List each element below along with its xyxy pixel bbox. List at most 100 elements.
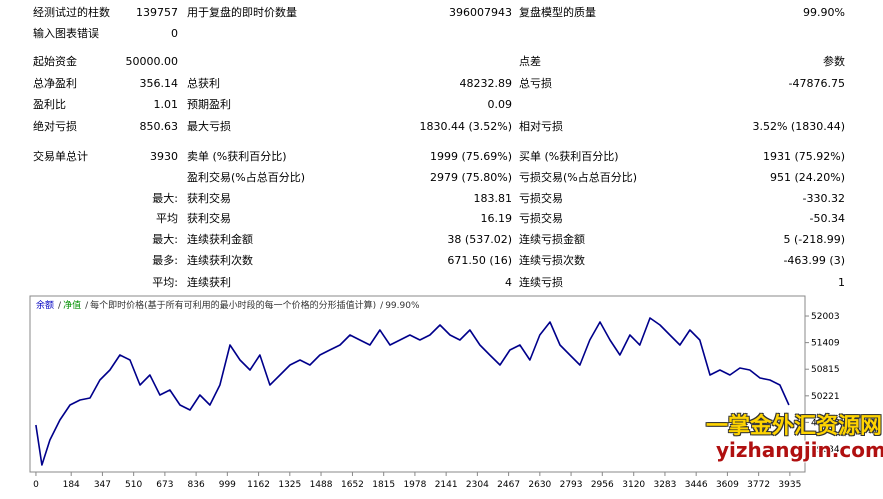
report-value: 最大:	[152, 233, 178, 246]
report-label: 点差	[519, 55, 541, 68]
legend-separator: /	[58, 301, 62, 311]
y-tick-label: 50221	[811, 392, 840, 402]
x-tick-label: 2793	[560, 480, 583, 490]
x-tick-label: 0	[33, 480, 39, 490]
x-tick-label: 1815	[372, 480, 395, 490]
x-tick-label: 347	[94, 480, 111, 490]
x-tick-label: 999	[219, 480, 236, 490]
report-value: 4	[505, 276, 512, 289]
x-tick-label: 3935	[778, 480, 801, 490]
legend-item: 余额	[36, 299, 54, 311]
y-tick-label: 52003	[811, 312, 840, 322]
watermark-title: 一掌金外汇资源网	[706, 414, 883, 439]
report-label: 复盘模型的质量	[519, 6, 596, 19]
report-value: 平均	[156, 212, 178, 225]
x-tick-label: 3446	[685, 480, 708, 490]
report-label: 用于复盘的即时价数量	[187, 6, 297, 19]
report-value: 16.19	[480, 212, 513, 225]
report-value: -330.32	[802, 192, 845, 205]
report-value: 139757	[136, 6, 178, 19]
report-label: 买单 (%获利百分比)	[519, 150, 619, 163]
report-value: 平均:	[152, 276, 178, 289]
x-tick-label: 1325	[278, 480, 301, 490]
y-tick-label: 49628	[811, 418, 840, 428]
legend-item: 净值	[63, 299, 81, 311]
report-label: 最大亏损	[187, 120, 231, 133]
report-label: 相对亏损	[519, 120, 563, 133]
report-label: 起始资金	[33, 55, 77, 68]
x-tick-label: 2630	[528, 480, 551, 490]
report-value: 最多:	[152, 254, 178, 267]
report-value: 1	[838, 276, 845, 289]
x-tick-label: 673	[156, 480, 173, 490]
report-value: 3930	[150, 150, 178, 163]
report: 经测试过的柱数 139757 用于复盘的即时价数量 396007943 复盘模型的质量 9…	[33, 6, 845, 289]
report-value: 2979 (75.80%)	[429, 171, 512, 184]
report-label: 经测试过的柱数	[33, 6, 110, 19]
report-label: 总亏损	[519, 77, 552, 90]
report-value: 1931 (75.92%)	[762, 150, 845, 163]
legend-item: 每个即时价格(基于所有可利用的最小时段的每一个价格的分形插值计算)	[90, 299, 376, 311]
x-tick-label: 2141	[435, 480, 458, 490]
report-label: 连续亏损金额	[519, 233, 585, 246]
report-value: -47876.75	[788, 77, 845, 90]
x-tick-label: 1978	[403, 480, 426, 490]
legend-separator: /	[380, 301, 384, 311]
report-value: 396007943	[449, 6, 512, 19]
y-tick-label: 51409	[811, 339, 840, 349]
report-label: 盈利比	[33, 98, 66, 111]
x-tick-label: 3609	[716, 480, 739, 490]
watermark-url: yizhangjin.com	[716, 438, 883, 462]
x-tick-label: 3283	[653, 480, 676, 490]
x-tick-label: 2304	[466, 480, 489, 490]
y-tick-label: 49034	[811, 445, 840, 455]
x-tick-label: 1162	[247, 480, 270, 490]
x-tick-label: 1652	[341, 480, 364, 490]
report-label: 卖单 (%获利百分比)	[187, 150, 287, 163]
chart-frame	[29, 295, 806, 473]
x-tick-label: 184	[63, 480, 80, 490]
legend-separator: /	[85, 301, 89, 311]
report-label: 连续获利	[187, 276, 231, 289]
report-value: 356.14	[139, 77, 179, 90]
report-value: -463.99 (3)	[783, 254, 845, 267]
x-tick-label: 3120	[622, 480, 645, 490]
report-value: 99.90%	[803, 6, 845, 19]
report-value: 最大:	[152, 192, 178, 205]
report-value: 0	[171, 27, 178, 40]
report-value: 38 (537.02)	[447, 233, 512, 246]
report-value: 850.63	[139, 120, 179, 133]
report-value: 1.01	[153, 98, 179, 111]
x-tick-label: 2467	[497, 480, 520, 490]
report-label: 亏损交易	[519, 192, 563, 205]
report-value: 1999 (75.69%)	[429, 150, 512, 163]
report-label: 获利交易	[187, 212, 231, 225]
report-label: 盈利交易(%占总百分比)	[187, 171, 306, 184]
x-tick-label: 510	[125, 480, 142, 490]
report-label: 交易单总计	[33, 150, 88, 163]
report-label: 连续获利次数	[187, 254, 253, 267]
x-tick-label: 1488	[310, 480, 333, 490]
report-value: 参数	[823, 55, 845, 68]
legend-item: 99.90%	[385, 301, 420, 311]
report-label: 绝对亏损	[33, 120, 77, 133]
report-label: 亏损交易	[519, 212, 563, 225]
report-value: 183.81	[473, 192, 513, 205]
balance-line	[35, 317, 790, 466]
report-value: 3.52% (1830.44)	[752, 120, 845, 133]
report-value: 48232.89	[459, 77, 513, 90]
report-label: 总获利	[187, 77, 220, 90]
report-label: 输入图表错误	[33, 27, 99, 40]
report-label: 连续亏损次数	[519, 254, 585, 267]
report-value: 0.09	[487, 98, 513, 111]
report-value: 671.50 (16)	[447, 254, 512, 267]
report-value: -50.34	[809, 212, 845, 225]
report-label: 连续亏损	[519, 276, 563, 289]
report-label: 亏损交易(%占总百分比)	[519, 171, 638, 184]
x-tick-label: 836	[188, 480, 205, 490]
report-label: 连续获利金额	[187, 233, 253, 246]
report-value: 5 (-218.99)	[783, 233, 845, 246]
report-value: 50000.00	[125, 55, 179, 68]
